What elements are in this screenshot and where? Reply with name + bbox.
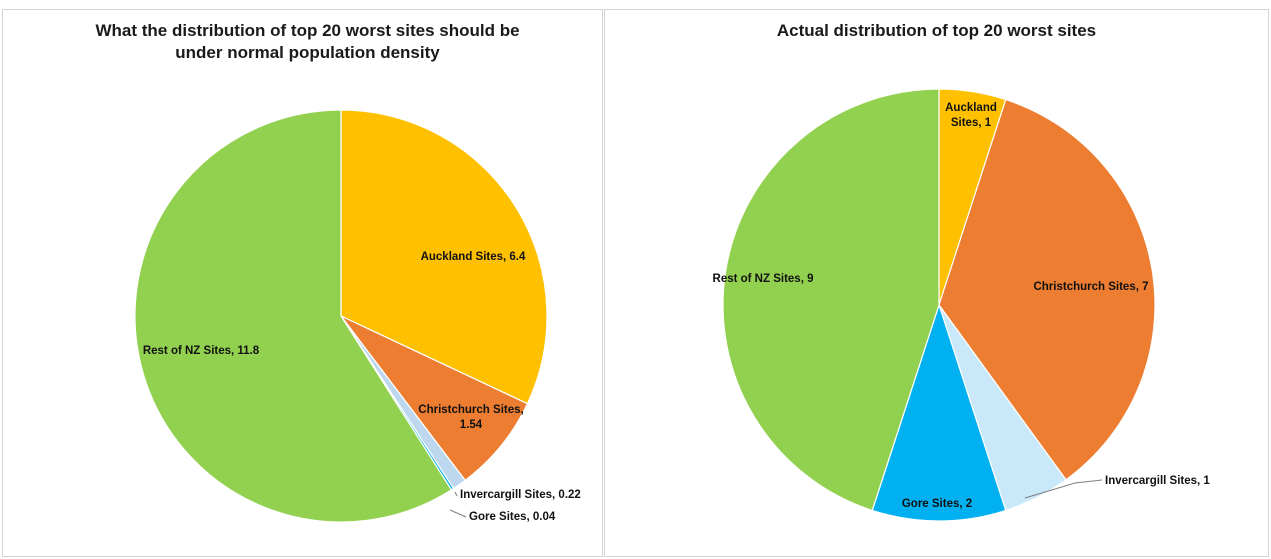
data-label-auckland-sites: Auckland Sites, 1 <box>945 102 997 129</box>
leader-line-gore-sites <box>449 509 467 518</box>
pie-slice-christchurch-sites <box>938 98 1156 481</box>
pie-chart-expected: Auckland Sites, 6.4 Christchurch Sites, 1.… <box>134 109 581 523</box>
chart-panel-expected: What the distribution of top 20 worst si… <box>2 9 603 557</box>
chart-title-actual: Actual distribution of top 20 worst site… <box>776 21 1097 40</box>
pie-chart-actual: Auckland Sites, 1 Christchurch Sites, 7 Inv… <box>713 88 1210 522</box>
chart-panel-actual: Actual distribution of top 20 worst site… <box>604 9 1269 557</box>
data-label-rest-of-nz-sites: Rest of NZ Sites, 9 <box>713 273 814 285</box>
pie-slice-gore-sites <box>871 303 1007 522</box>
leader-line-invercargill-sites <box>1024 479 1103 499</box>
pie-slice-rest-of-nz-sites <box>134 109 453 523</box>
chart-title-expected: What the distribution of top 20 worst si… <box>95 21 520 62</box>
data-label-invercargill-sites: Invercargill Sites, 0.22 <box>460 489 581 501</box>
data-label-gore-sites: Gore Sites, 2 <box>902 498 972 510</box>
pie-slice-auckland-sites <box>340 109 548 405</box>
pie-slice-rest-of-nz-sites <box>722 88 940 512</box>
data-label-christchurch-sites: Christchurch Sites, 1.54 <box>418 404 523 431</box>
pie-slice-christchurch-sites <box>340 315 529 482</box>
data-label-christchurch-sites: Christchurch Sites, 7 <box>1033 281 1148 293</box>
data-label-auckland-sites: Auckland Sites, 6.4 <box>421 251 526 263</box>
data-label-gore-sites: Gore Sites, 0.04 <box>469 511 556 523</box>
data-label-invercargill-sites: Invercargill Sites, 1 <box>1105 475 1210 487</box>
leader-line-invercargill-sites <box>454 491 458 497</box>
data-label-rest-of-nz-sites: Rest of NZ Sites, 11.8 <box>143 345 260 357</box>
